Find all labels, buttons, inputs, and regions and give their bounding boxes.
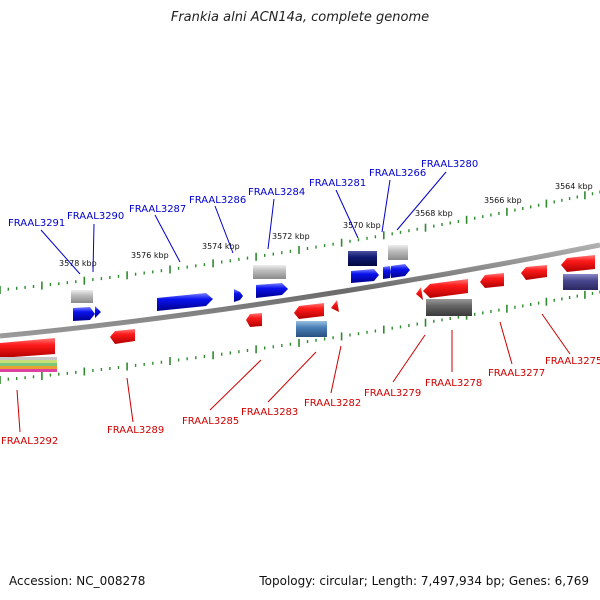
gene-label-fraal3287[interactable]: FRAAL3287 xyxy=(129,204,186,215)
gene-blue-3284[interactable] xyxy=(256,283,288,298)
topology-text: Topology: circular; Length: 7,497,934 bp… xyxy=(259,574,589,588)
gene-strip-4 xyxy=(0,366,57,369)
gene-label-fraal3282[interactable]: FRAAL3282 xyxy=(304,398,361,409)
page-title: Frankia alni ACN14a, complete genome xyxy=(170,10,430,25)
gene-label-fraal3286[interactable]: FRAAL3286 xyxy=(189,195,246,206)
scale-label-3572: 3572 kbp xyxy=(272,232,310,241)
scale-label-3578: 3578 kbp xyxy=(59,259,97,268)
scale-label-3570: 3570 kbp xyxy=(343,221,381,230)
gene-label-fraal3291[interactable]: FRAAL3291 xyxy=(8,218,65,229)
gene-label-fraal3275[interactable]: FRAAL3275 xyxy=(545,356,600,367)
gene-label-fraal3278[interactable]: FRAAL3278 xyxy=(425,378,482,389)
gene-dark-3278[interactable] xyxy=(426,299,472,316)
reverse-leader-lines xyxy=(16,313,571,433)
gene-blue-3281[interactable] xyxy=(351,269,379,283)
upper-scale-ticks xyxy=(0,190,600,294)
gene-strip-5 xyxy=(0,369,57,372)
gene-gray-3280[interactable] xyxy=(388,245,408,260)
gene-steel-3283[interactable] xyxy=(296,321,327,337)
accession-text: Accession: NC_008278 xyxy=(9,574,146,588)
gene-label-fraal3277[interactable]: FRAAL3277 xyxy=(488,368,545,379)
gene-red-3283[interactable] xyxy=(294,303,324,319)
gene-label-fraal3281[interactable]: FRAAL3281 xyxy=(309,178,366,189)
gene-strip-2 xyxy=(0,360,57,363)
scale-label-3574: 3574 kbp xyxy=(202,242,240,251)
gene-red-3275[interactable] xyxy=(561,255,595,272)
gene-red-3289[interactable] xyxy=(110,329,135,344)
gene-label-fraal3289[interactable]: FRAAL3289 xyxy=(107,425,164,436)
gene-red-3279[interactable] xyxy=(423,279,468,298)
reverse-strand-genes xyxy=(0,255,598,372)
gene-label-fraal3266[interactable]: FRAAL3266 xyxy=(369,168,426,179)
gene-red-3282[interactable] xyxy=(331,300,339,312)
gene-label-fraal3290[interactable]: FRAAL3290 xyxy=(67,211,124,222)
gene-strip-1 xyxy=(0,357,57,360)
scale-label-3568: 3568 kbp xyxy=(415,209,453,218)
gene-label-fraal3283[interactable]: FRAAL3283 xyxy=(241,407,298,418)
gene-blue-3280[interactable] xyxy=(391,264,410,278)
gene-label-fraal3292[interactable]: FRAAL3292 xyxy=(1,436,58,447)
gene-label-fraal3284[interactable]: FRAAL3284 xyxy=(248,187,305,198)
scale-label-3566: 3566 kbp xyxy=(484,196,522,205)
scale-label-3564: 3564 kbp xyxy=(555,182,593,191)
gene-blue-3266[interactable] xyxy=(383,266,391,279)
gene-blue-3286[interactable] xyxy=(234,289,243,302)
gene-gray-3284[interactable] xyxy=(253,265,286,279)
gene-red-3279-a[interactable] xyxy=(416,287,423,300)
gene-label-fraal3285[interactable]: FRAAL3285 xyxy=(182,416,239,427)
gene-blue-3290[interactable] xyxy=(95,306,101,318)
gene-red-3292[interactable] xyxy=(0,338,55,358)
gene-blue-3291[interactable] xyxy=(73,307,95,321)
gene-red-3285[interactable] xyxy=(246,313,262,327)
genome-backbone xyxy=(0,242,600,339)
scale-label-3576: 3576 kbp xyxy=(131,251,169,260)
gene-red-3277-a[interactable] xyxy=(480,273,504,288)
gene-gray-3291[interactable] xyxy=(71,290,93,303)
gene-navy-3281[interactable] xyxy=(348,251,377,266)
lower-scale-ticks xyxy=(0,290,600,384)
gene-label-fraal3279[interactable]: FRAAL3279 xyxy=(364,388,421,399)
gene-label-fraal3280[interactable]: FRAAL3280 xyxy=(421,159,478,170)
gene-blue-3287[interactable] xyxy=(157,293,213,311)
forward-strand-genes xyxy=(71,245,410,321)
gene-red-3277[interactable] xyxy=(521,265,547,280)
forward-leader-lines xyxy=(40,171,447,275)
gene-strip-3 xyxy=(0,363,57,366)
gene-slate-3275[interactable] xyxy=(563,274,598,290)
